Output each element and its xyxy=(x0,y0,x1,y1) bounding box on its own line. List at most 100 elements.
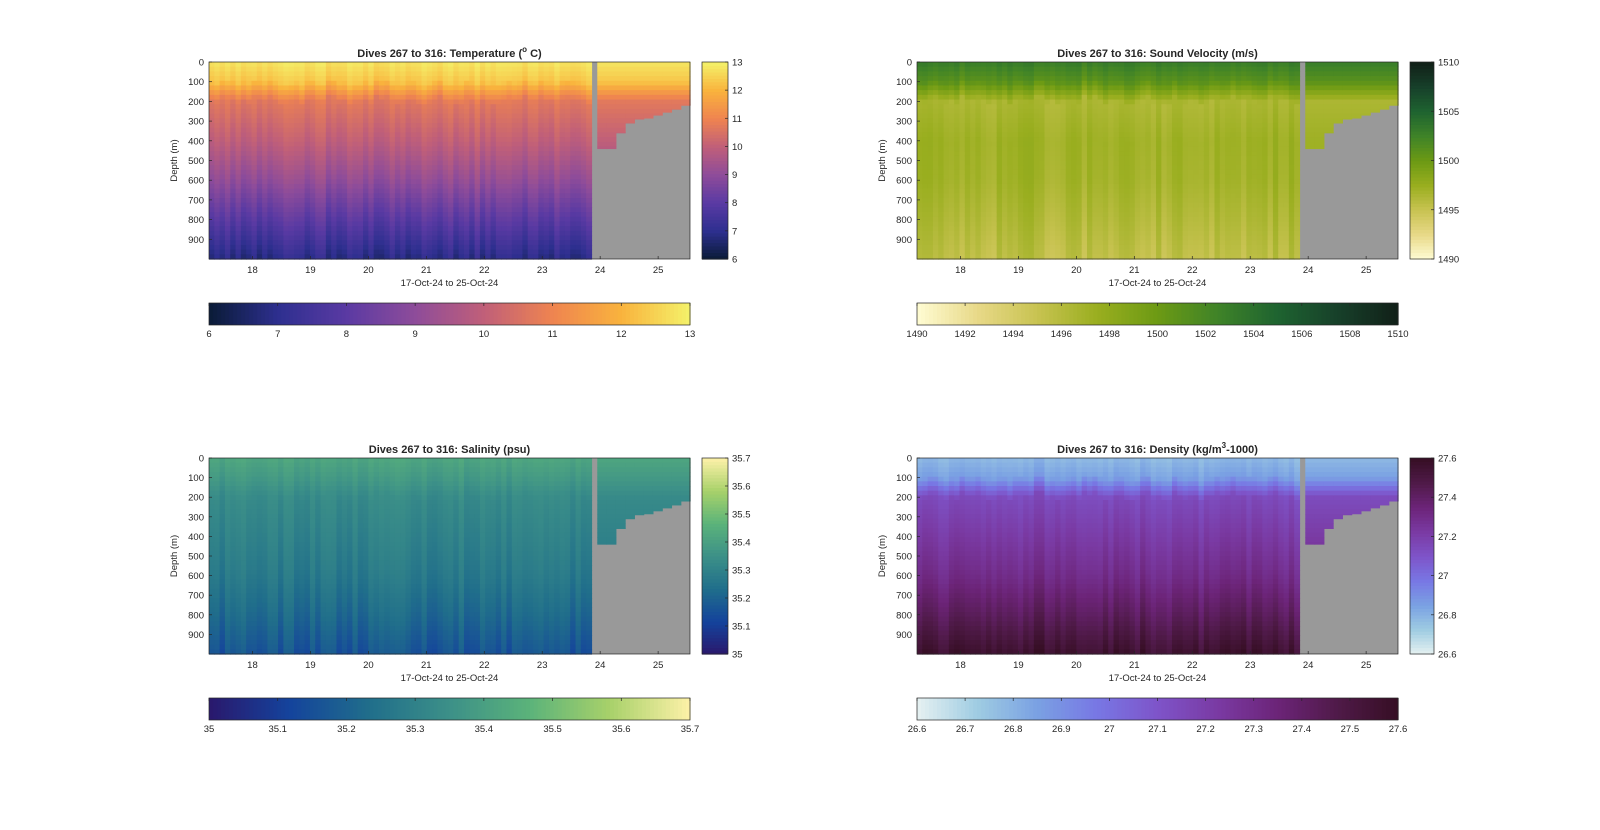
heatmap-cell xyxy=(224,160,231,166)
heatmap-cell xyxy=(1097,118,1104,124)
heatmap-cell xyxy=(606,80,617,86)
heatmap-cell xyxy=(463,113,470,119)
heatmap-cell xyxy=(389,244,396,251)
heatmap-cell xyxy=(1081,226,1088,232)
heatmap-cell xyxy=(986,230,992,237)
heatmap-cell xyxy=(522,127,529,133)
heatmap-cell xyxy=(1060,90,1067,96)
heatmap-cell xyxy=(267,141,274,148)
heatmap-cell xyxy=(368,221,375,227)
heatmap-cell xyxy=(347,169,354,176)
heatmap-cell xyxy=(416,179,423,185)
heatmap-cell xyxy=(240,198,247,204)
heatmap-cell xyxy=(421,146,428,152)
heatmap-cell xyxy=(437,71,444,77)
heatmap-cell xyxy=(363,254,369,260)
heatmap-cell xyxy=(256,127,263,133)
heatmap-cell xyxy=(548,160,555,166)
heatmap-cell xyxy=(996,141,1003,148)
heatmap-cell xyxy=(527,221,534,227)
heatmap-cell xyxy=(1044,127,1051,133)
heatmap-cell xyxy=(1023,165,1030,171)
heatmap-cell xyxy=(1039,183,1046,190)
heatmap-cell xyxy=(1102,155,1109,162)
heatmap-cell xyxy=(1060,221,1067,227)
heatmap-cell xyxy=(527,113,534,119)
heatmap-cell xyxy=(309,62,316,68)
heatmap-cell xyxy=(1044,226,1051,232)
heatmap-cell xyxy=(511,108,518,115)
heatmap-cell xyxy=(980,240,987,246)
heatmap-cell xyxy=(527,179,534,185)
colorbar-segment xyxy=(597,303,603,325)
heatmap-cell xyxy=(1065,188,1072,194)
heatmap-cell xyxy=(469,160,476,166)
heatmap-cell xyxy=(389,71,396,77)
heatmap-cell xyxy=(1102,202,1109,208)
heatmap-cell xyxy=(964,151,971,157)
heatmap-cell xyxy=(991,113,998,119)
heatmap-cell xyxy=(309,212,316,218)
heatmap-cell xyxy=(469,226,476,232)
heatmap-cell xyxy=(230,207,237,213)
heatmap-cell xyxy=(458,230,465,237)
heatmap-cell xyxy=(1113,141,1120,148)
heatmap-cell xyxy=(986,155,992,162)
heatmap-cell xyxy=(917,244,923,251)
heatmap-cell xyxy=(543,169,550,176)
heatmap-cell xyxy=(442,179,449,185)
colorbar-segment xyxy=(702,245,728,250)
heatmap-cell xyxy=(256,104,263,110)
heatmap-cell xyxy=(986,108,992,115)
heatmap-cell xyxy=(363,85,369,91)
heatmap-cell xyxy=(485,235,492,241)
heatmap-cell xyxy=(517,240,524,246)
colorbar-segment xyxy=(702,190,728,194)
heatmap-cell xyxy=(927,108,934,115)
heatmap-cell xyxy=(315,207,322,213)
heatmap-cell xyxy=(479,249,486,255)
heatmap-cell xyxy=(597,62,608,68)
heatmap-cell xyxy=(378,183,385,190)
heatmap-cell xyxy=(251,113,258,119)
heatmap-cell xyxy=(363,169,369,176)
heatmap-cell xyxy=(479,118,486,124)
heatmap-cell xyxy=(575,76,582,82)
heatmap-cell xyxy=(564,66,571,72)
heatmap-cell xyxy=(421,104,428,110)
heatmap-cell xyxy=(1039,146,1046,152)
heatmap-cell xyxy=(575,207,582,213)
heatmap-cell xyxy=(352,99,359,105)
heatmap-cell xyxy=(426,137,433,143)
heatmap-cell xyxy=(368,151,375,157)
heatmap-cell xyxy=(986,66,992,72)
heatmap-cell xyxy=(437,165,444,171)
heatmap-cell xyxy=(948,202,955,208)
heatmap-cell xyxy=(432,76,439,82)
heatmap-cell xyxy=(453,193,460,199)
heatmap-cell xyxy=(325,207,332,213)
heatmap-cell xyxy=(1102,132,1109,138)
heatmap-cell xyxy=(932,132,939,138)
heatmap-cell xyxy=(1044,104,1051,110)
heatmap-cell xyxy=(331,249,338,255)
heatmap-cell xyxy=(363,62,369,68)
heatmap-cell xyxy=(1044,165,1051,171)
heatmap-cell xyxy=(458,62,465,68)
heatmap-cell xyxy=(1065,230,1072,237)
heatmap-cell xyxy=(538,71,545,77)
heatmap-cell xyxy=(405,240,412,246)
heatmap-cell xyxy=(230,62,237,68)
colorbar-tick-label: 10 xyxy=(479,329,490,340)
heatmap-cell xyxy=(368,188,375,194)
heatmap-cell xyxy=(1102,66,1109,72)
heatmap-cell xyxy=(1102,99,1109,105)
heatmap-cell xyxy=(352,76,359,82)
heatmap-cell xyxy=(580,249,587,255)
colorbar-segment xyxy=(702,101,728,106)
heatmap-cell xyxy=(538,118,545,124)
heatmap-cell xyxy=(975,90,982,96)
heatmap-cell xyxy=(517,179,524,185)
heatmap-cell xyxy=(495,151,502,157)
heatmap-cell xyxy=(922,113,929,119)
